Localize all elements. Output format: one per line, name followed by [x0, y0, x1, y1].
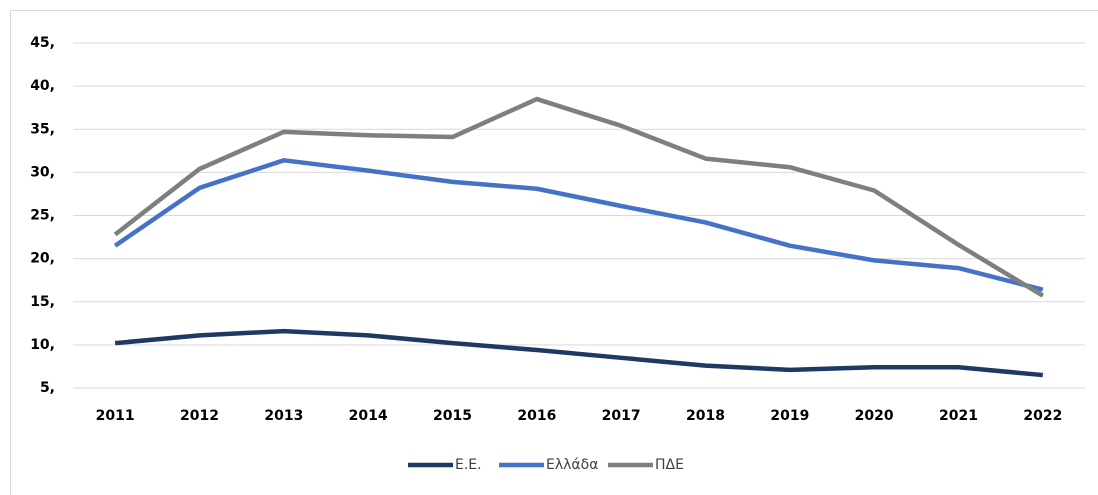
legend-label: Ε.Ε. — [455, 457, 482, 473]
y-tick-label: 20, — [30, 251, 55, 267]
x-tick-label: 2017 — [602, 408, 641, 424]
y-tick-label: 25, — [30, 208, 55, 224]
x-tick-label: 2011 — [96, 408, 135, 424]
y-tick-label: 45, — [30, 35, 55, 51]
legend-label: ΠΔΕ — [655, 457, 684, 473]
series-line — [113, 158, 1044, 292]
x-tick-label: 2022 — [1023, 408, 1062, 424]
series-line — [114, 328, 1044, 378]
x-tick-label: 2018 — [686, 408, 725, 424]
x-tick-label: 2020 — [855, 408, 894, 424]
y-tick-label: 5, — [40, 380, 55, 396]
y-tick-label: 40, — [30, 78, 55, 94]
x-tick-label: 2013 — [264, 408, 303, 424]
x-tick-label: 2019 — [770, 408, 809, 424]
x-tick-label: 2021 — [939, 408, 978, 424]
legend-label: Ελλάδα — [546, 457, 598, 473]
x-tick-label: 2015 — [433, 408, 472, 424]
y-tick-label: 10, — [30, 337, 55, 353]
chart-border — [10, 10, 1098, 495]
x-tick-label: 2014 — [349, 408, 388, 424]
x-tick-label: 2016 — [517, 408, 556, 424]
y-tick-label: 15, — [30, 294, 55, 310]
series-line — [113, 96, 1044, 298]
y-tick-label: 35, — [30, 121, 55, 137]
y-tick-label: 30, — [30, 164, 55, 180]
x-tick-label: 2012 — [180, 408, 219, 424]
